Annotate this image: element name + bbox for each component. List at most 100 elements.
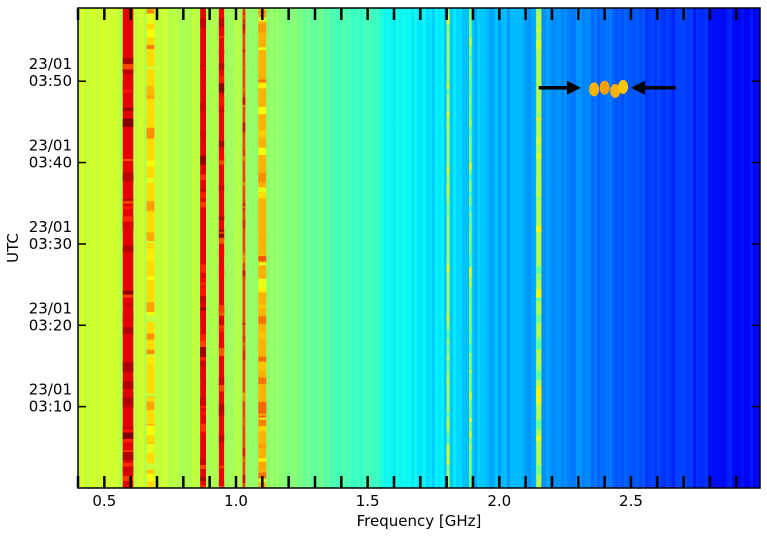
noise-stripe [111, 8, 114, 488]
band-speckle [200, 277, 206, 284]
band-speckle [146, 201, 155, 211]
noise-stripe [699, 8, 702, 488]
band-speckle [146, 463, 155, 473]
band-speckle [200, 296, 206, 303]
band-speckle [469, 422, 472, 428]
band-speckle [469, 37, 472, 47]
band-speckle [536, 314, 542, 324]
band-speckle [258, 107, 267, 115]
emission-bands [78, 8, 760, 488]
noise-stripe [372, 8, 375, 488]
band-speckle [200, 130, 206, 138]
noise-stripe [573, 8, 576, 488]
y-tick-time: 03:50 [29, 72, 72, 90]
band-speckle [122, 81, 134, 91]
band-speckle [446, 24, 450, 31]
noise-stripe [132, 8, 135, 488]
band-speckle [446, 177, 450, 186]
noise-stripe [96, 8, 99, 488]
noise-stripe [327, 8, 330, 488]
noise-stripe [270, 8, 273, 488]
emission-band-5 [258, 8, 267, 488]
noise-stripe [318, 8, 321, 488]
noise-stripe [576, 8, 579, 488]
band-speckle [536, 300, 542, 306]
band-speckle [446, 365, 450, 373]
noise-stripe [195, 8, 198, 488]
band-speckle [218, 480, 225, 487]
band-speckle [258, 292, 267, 300]
band-speckle [242, 437, 246, 441]
noise-stripe [321, 8, 324, 488]
band-speckle [446, 467, 450, 470]
noise-stripe [693, 8, 696, 488]
noise-stripe [648, 8, 651, 488]
band-speckle [122, 220, 134, 230]
arrow-annotations [538, 80, 676, 95]
noise-stripe [141, 8, 144, 488]
band-speckle [200, 405, 206, 409]
band-speckle [446, 420, 450, 430]
band-speckle [146, 333, 155, 340]
band-speckle [446, 264, 450, 273]
band-speckle [200, 188, 206, 192]
band-speckle [242, 475, 246, 484]
y-tick-time: 03:40 [29, 154, 72, 172]
arrow-head-0 [566, 80, 581, 95]
noise-stripe [339, 8, 342, 488]
noise-stripe [711, 8, 714, 488]
noise-stripe [504, 8, 507, 488]
noise-stripe [420, 8, 423, 488]
band-speckle [242, 322, 246, 325]
noise-stripe [495, 8, 498, 488]
band-speckle [536, 398, 542, 403]
band-speckle [122, 294, 134, 298]
noise-stripe [510, 8, 513, 488]
noise-stripe [726, 8, 729, 488]
noise-stripe [600, 8, 603, 488]
band-speckle [200, 103, 206, 111]
band-speckle [218, 237, 225, 244]
noise-stripe [78, 8, 81, 488]
noise-stripe [474, 8, 477, 488]
noise-stripe [720, 8, 723, 488]
band-speckle [122, 450, 134, 453]
band-speckle [536, 293, 542, 298]
noise-stripe [579, 8, 582, 488]
noise-stripe [207, 8, 210, 488]
noise-stripe [567, 8, 570, 488]
noise-stripe [621, 8, 624, 488]
band-speckle [218, 342, 225, 348]
noise-stripe [174, 8, 177, 488]
band-speckle [122, 198, 134, 204]
noise-stripe [435, 8, 438, 488]
band-speckle [218, 404, 225, 414]
band-speckle [258, 256, 267, 262]
band-speckle [218, 268, 225, 277]
band-speckle [469, 418, 472, 422]
band-speckle [146, 349, 155, 355]
noise-stripe [294, 8, 297, 488]
band-speckle [146, 469, 155, 478]
band-speckle [242, 11, 246, 16]
band-speckle [218, 411, 225, 416]
noise-stripe [234, 8, 237, 488]
band-speckle [242, 65, 246, 70]
noise-stripe [675, 8, 678, 488]
band-speckle [258, 235, 267, 242]
band-speckle [218, 215, 225, 218]
band-speckle [218, 382, 225, 392]
noise-stripe [102, 8, 105, 488]
band-speckle [258, 377, 267, 385]
band-speckle [258, 305, 267, 309]
band-speckle [146, 160, 155, 167]
noise-stripe [441, 8, 444, 488]
band-speckle [122, 107, 134, 112]
band-speckle [446, 84, 450, 89]
noise-stripe [618, 8, 621, 488]
band-speckle [122, 198, 134, 201]
band-speckle [536, 196, 542, 201]
noise-stripe [93, 8, 96, 488]
noise-stripe [84, 8, 87, 488]
